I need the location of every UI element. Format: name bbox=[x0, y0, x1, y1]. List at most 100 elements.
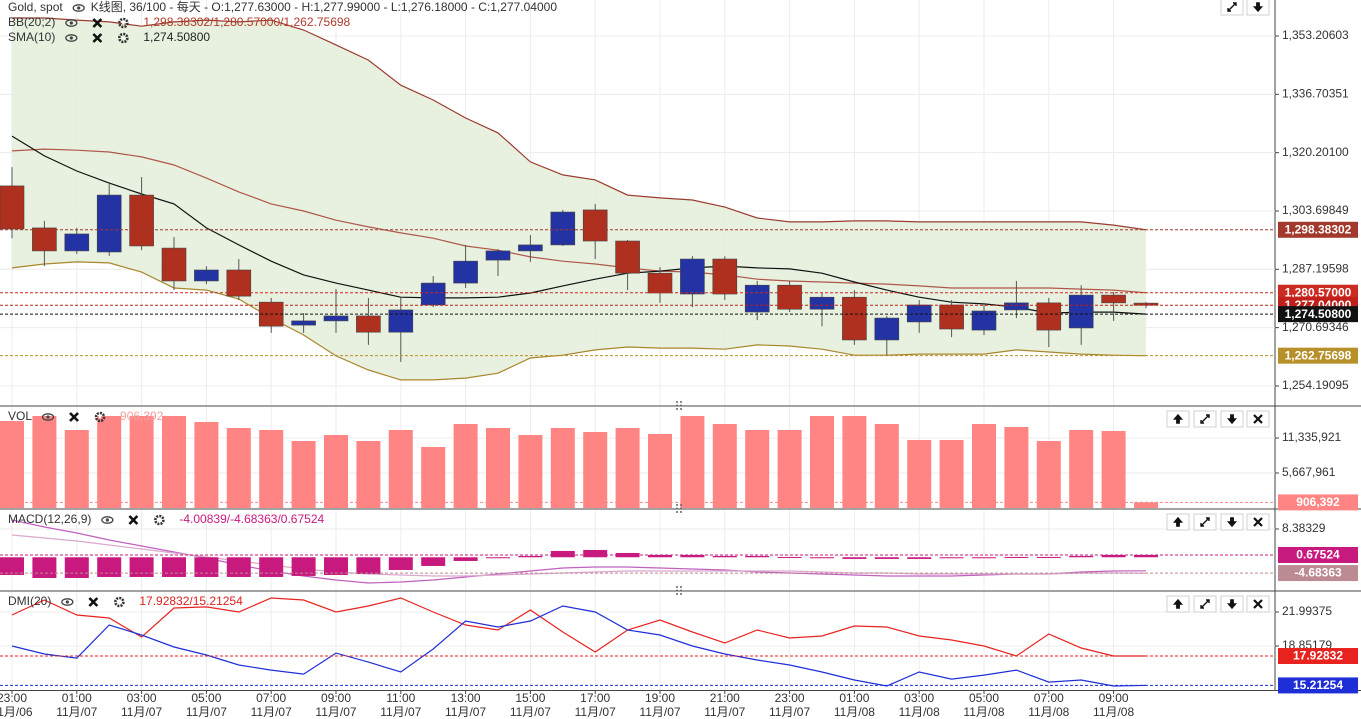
icon-eye[interactable] bbox=[101, 516, 114, 524]
drag-handle[interactable] bbox=[680, 507, 682, 510]
drag-handle[interactable] bbox=[680, 589, 682, 592]
button-glyph[interactable] bbox=[1252, 2, 1264, 13]
button-expand[interactable] bbox=[1193, 513, 1217, 531]
icon-close[interactable] bbox=[128, 515, 139, 525]
drag-handle[interactable] bbox=[676, 511, 678, 513]
drag-handle[interactable] bbox=[680, 401, 682, 403]
gear-hole[interactable] bbox=[122, 21, 125, 25]
drag-handle[interactable] bbox=[680, 404, 682, 407]
button-glyph[interactable] bbox=[1200, 599, 1210, 609]
macd-bar bbox=[972, 557, 996, 559]
button-glyph[interactable] bbox=[1172, 598, 1184, 609]
icon-close[interactable] bbox=[88, 597, 99, 607]
icon-gear[interactable] bbox=[94, 411, 106, 423]
button-glyph[interactable] bbox=[1172, 413, 1184, 424]
eye-shape[interactable] bbox=[65, 19, 78, 27]
button-expand[interactable] bbox=[1193, 410, 1217, 428]
button-close[interactable] bbox=[1246, 595, 1270, 613]
icon-close[interactable] bbox=[92, 18, 103, 28]
button-close[interactable] bbox=[1246, 410, 1270, 428]
eye-pupil[interactable] bbox=[65, 600, 69, 604]
button-glyph[interactable] bbox=[1253, 599, 1263, 609]
y-tick-label: 1,287.19598 bbox=[1282, 261, 1349, 275]
icon-gear[interactable] bbox=[114, 596, 125, 608]
close-shape[interactable] bbox=[92, 33, 103, 43]
close-shape[interactable] bbox=[92, 18, 103, 28]
icon-eye[interactable] bbox=[61, 598, 74, 606]
button-expand[interactable] bbox=[1220, 0, 1244, 16]
button-down[interactable] bbox=[1220, 595, 1244, 613]
button-down[interactable] bbox=[1220, 513, 1244, 531]
gear-hole[interactable] bbox=[122, 36, 125, 40]
macd-bar bbox=[939, 557, 964, 559]
drag-handle[interactable] bbox=[680, 511, 682, 513]
close-shape[interactable] bbox=[88, 597, 99, 607]
drag-handle[interactable] bbox=[676, 504, 678, 506]
icon-close[interactable] bbox=[69, 412, 79, 422]
eye-pupil[interactable] bbox=[105, 518, 109, 522]
eye-pupil[interactable] bbox=[46, 415, 50, 419]
icon-eye[interactable] bbox=[41, 413, 55, 421]
marker-label: 15.21254 bbox=[1293, 678, 1343, 692]
drag-handle[interactable] bbox=[680, 586, 682, 588]
icon-eye[interactable] bbox=[65, 34, 78, 42]
icon-gear[interactable] bbox=[118, 32, 129, 44]
button-glyph[interactable] bbox=[1226, 414, 1238, 425]
gear-hole[interactable] bbox=[158, 518, 161, 522]
y-tick-label: 1,254.19095 bbox=[1282, 378, 1349, 392]
eye-pupil[interactable] bbox=[77, 6, 81, 10]
marker-label: -4.68363 bbox=[1294, 566, 1342, 580]
eye-pupil[interactable] bbox=[69, 21, 73, 25]
button-glyph[interactable] bbox=[1226, 599, 1238, 610]
button-close[interactable] bbox=[1246, 513, 1270, 531]
macd-bar bbox=[907, 557, 932, 559]
drag-handle[interactable] bbox=[676, 408, 678, 410]
close-shape[interactable] bbox=[128, 515, 139, 525]
drag-handle[interactable] bbox=[676, 593, 678, 595]
icon-eye[interactable] bbox=[65, 19, 78, 27]
drag-handle[interactable] bbox=[680, 593, 682, 595]
y-tick-label: 1,320.20100 bbox=[1282, 145, 1349, 159]
drag-handle[interactable] bbox=[680, 408, 682, 410]
button-glyph[interactable] bbox=[1172, 516, 1184, 527]
drag-handle[interactable] bbox=[680, 504, 682, 506]
gear-shape[interactable] bbox=[118, 32, 129, 44]
gear-shape[interactable] bbox=[154, 514, 165, 526]
gear-hole[interactable] bbox=[118, 600, 121, 604]
icon-eye[interactable] bbox=[72, 4, 85, 12]
drag-handle[interactable] bbox=[676, 586, 678, 588]
eye-shape[interactable] bbox=[41, 413, 55, 421]
button-glyph[interactable] bbox=[1227, 2, 1237, 12]
button-glyph[interactable] bbox=[1253, 517, 1263, 527]
eye-pupil[interactable] bbox=[69, 36, 73, 40]
icon-gear[interactable] bbox=[118, 17, 129, 29]
drag-handle[interactable] bbox=[676, 401, 678, 403]
gear-shape[interactable] bbox=[118, 17, 129, 29]
button-up[interactable] bbox=[1166, 513, 1190, 531]
button-up[interactable] bbox=[1166, 595, 1190, 613]
volume-bar bbox=[1069, 429, 1094, 508]
button-down[interactable] bbox=[1220, 410, 1244, 428]
drag-handle[interactable] bbox=[676, 507, 678, 510]
macd-bar bbox=[777, 556, 802, 558]
button-glyph[interactable] bbox=[1200, 414, 1210, 424]
gear-shape[interactable] bbox=[114, 596, 125, 608]
button-glyph[interactable] bbox=[1226, 517, 1238, 528]
gear-shape[interactable] bbox=[94, 411, 106, 423]
icon-close[interactable] bbox=[92, 33, 103, 43]
drag-handle[interactable] bbox=[676, 404, 678, 407]
drag-handle[interactable] bbox=[676, 589, 678, 592]
button-expand[interactable] bbox=[1193, 595, 1217, 613]
gear-hole[interactable] bbox=[98, 415, 102, 419]
close-shape[interactable] bbox=[69, 412, 79, 422]
button-glyph[interactable] bbox=[1253, 414, 1263, 424]
button-up[interactable] bbox=[1166, 410, 1190, 428]
icon-gear[interactable] bbox=[154, 514, 165, 526]
button-glyph[interactable] bbox=[1200, 517, 1210, 527]
eye-shape[interactable] bbox=[101, 516, 114, 524]
eye-shape[interactable] bbox=[61, 598, 74, 606]
eye-shape[interactable] bbox=[65, 34, 78, 42]
x-tick-date: 11月/07 bbox=[704, 705, 745, 719]
button-down[interactable] bbox=[1246, 0, 1270, 16]
eye-shape[interactable] bbox=[72, 4, 85, 12]
